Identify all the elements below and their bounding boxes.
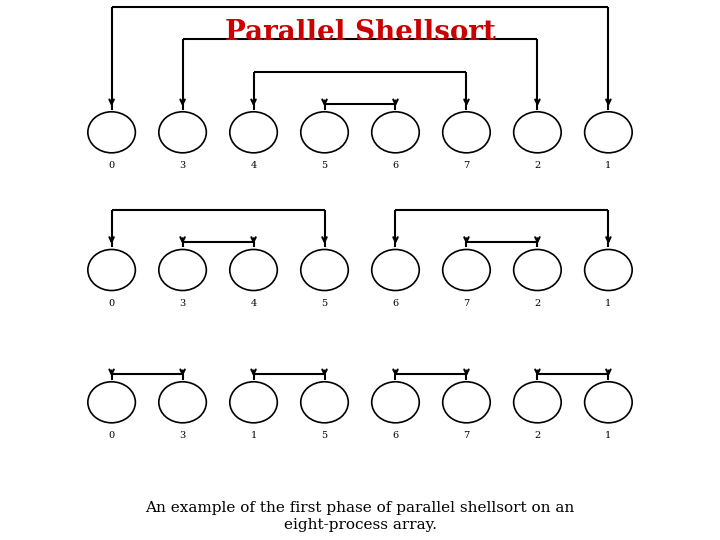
Text: 7: 7 — [464, 161, 469, 170]
Text: 5: 5 — [321, 431, 328, 440]
Text: 6: 6 — [392, 431, 399, 440]
Ellipse shape — [585, 112, 632, 153]
Ellipse shape — [230, 112, 277, 153]
Text: 1: 1 — [606, 161, 611, 170]
Ellipse shape — [443, 112, 490, 153]
Ellipse shape — [443, 249, 490, 291]
Text: 4: 4 — [251, 299, 256, 308]
Text: 2: 2 — [534, 431, 541, 440]
Ellipse shape — [372, 112, 419, 153]
Ellipse shape — [372, 249, 419, 291]
Text: eight-process array.: eight-process array. — [284, 518, 436, 532]
Text: 7: 7 — [464, 299, 469, 308]
Ellipse shape — [443, 382, 490, 423]
Ellipse shape — [301, 249, 348, 291]
Text: 4: 4 — [251, 161, 256, 170]
Ellipse shape — [88, 249, 135, 291]
Ellipse shape — [513, 249, 561, 291]
Text: 0: 0 — [109, 431, 114, 440]
Ellipse shape — [301, 382, 348, 423]
Text: 1: 1 — [251, 431, 256, 440]
Text: 3: 3 — [179, 161, 186, 170]
Text: 6: 6 — [392, 161, 399, 170]
Text: 7: 7 — [464, 431, 469, 440]
Ellipse shape — [88, 382, 135, 423]
Ellipse shape — [230, 249, 277, 291]
Ellipse shape — [513, 112, 561, 153]
Ellipse shape — [585, 249, 632, 291]
Text: 5: 5 — [321, 299, 328, 308]
Text: 1: 1 — [606, 299, 611, 308]
Text: An example of the first phase of parallel shellsort on an: An example of the first phase of paralle… — [145, 501, 575, 515]
Text: 3: 3 — [179, 431, 186, 440]
Text: 3: 3 — [179, 299, 186, 308]
Text: 2: 2 — [534, 161, 541, 170]
Text: 6: 6 — [392, 299, 399, 308]
Text: 1: 1 — [606, 431, 611, 440]
Text: 2: 2 — [534, 299, 541, 308]
Ellipse shape — [513, 382, 561, 423]
Ellipse shape — [159, 112, 207, 153]
Ellipse shape — [585, 382, 632, 423]
Ellipse shape — [230, 382, 277, 423]
Text: 0: 0 — [109, 161, 114, 170]
Ellipse shape — [88, 112, 135, 153]
Text: Parallel Shellsort: Parallel Shellsort — [225, 19, 495, 46]
Text: 5: 5 — [321, 161, 328, 170]
Text: 0: 0 — [109, 299, 114, 308]
Ellipse shape — [372, 382, 419, 423]
Ellipse shape — [301, 112, 348, 153]
Ellipse shape — [159, 249, 207, 291]
Ellipse shape — [159, 382, 207, 423]
